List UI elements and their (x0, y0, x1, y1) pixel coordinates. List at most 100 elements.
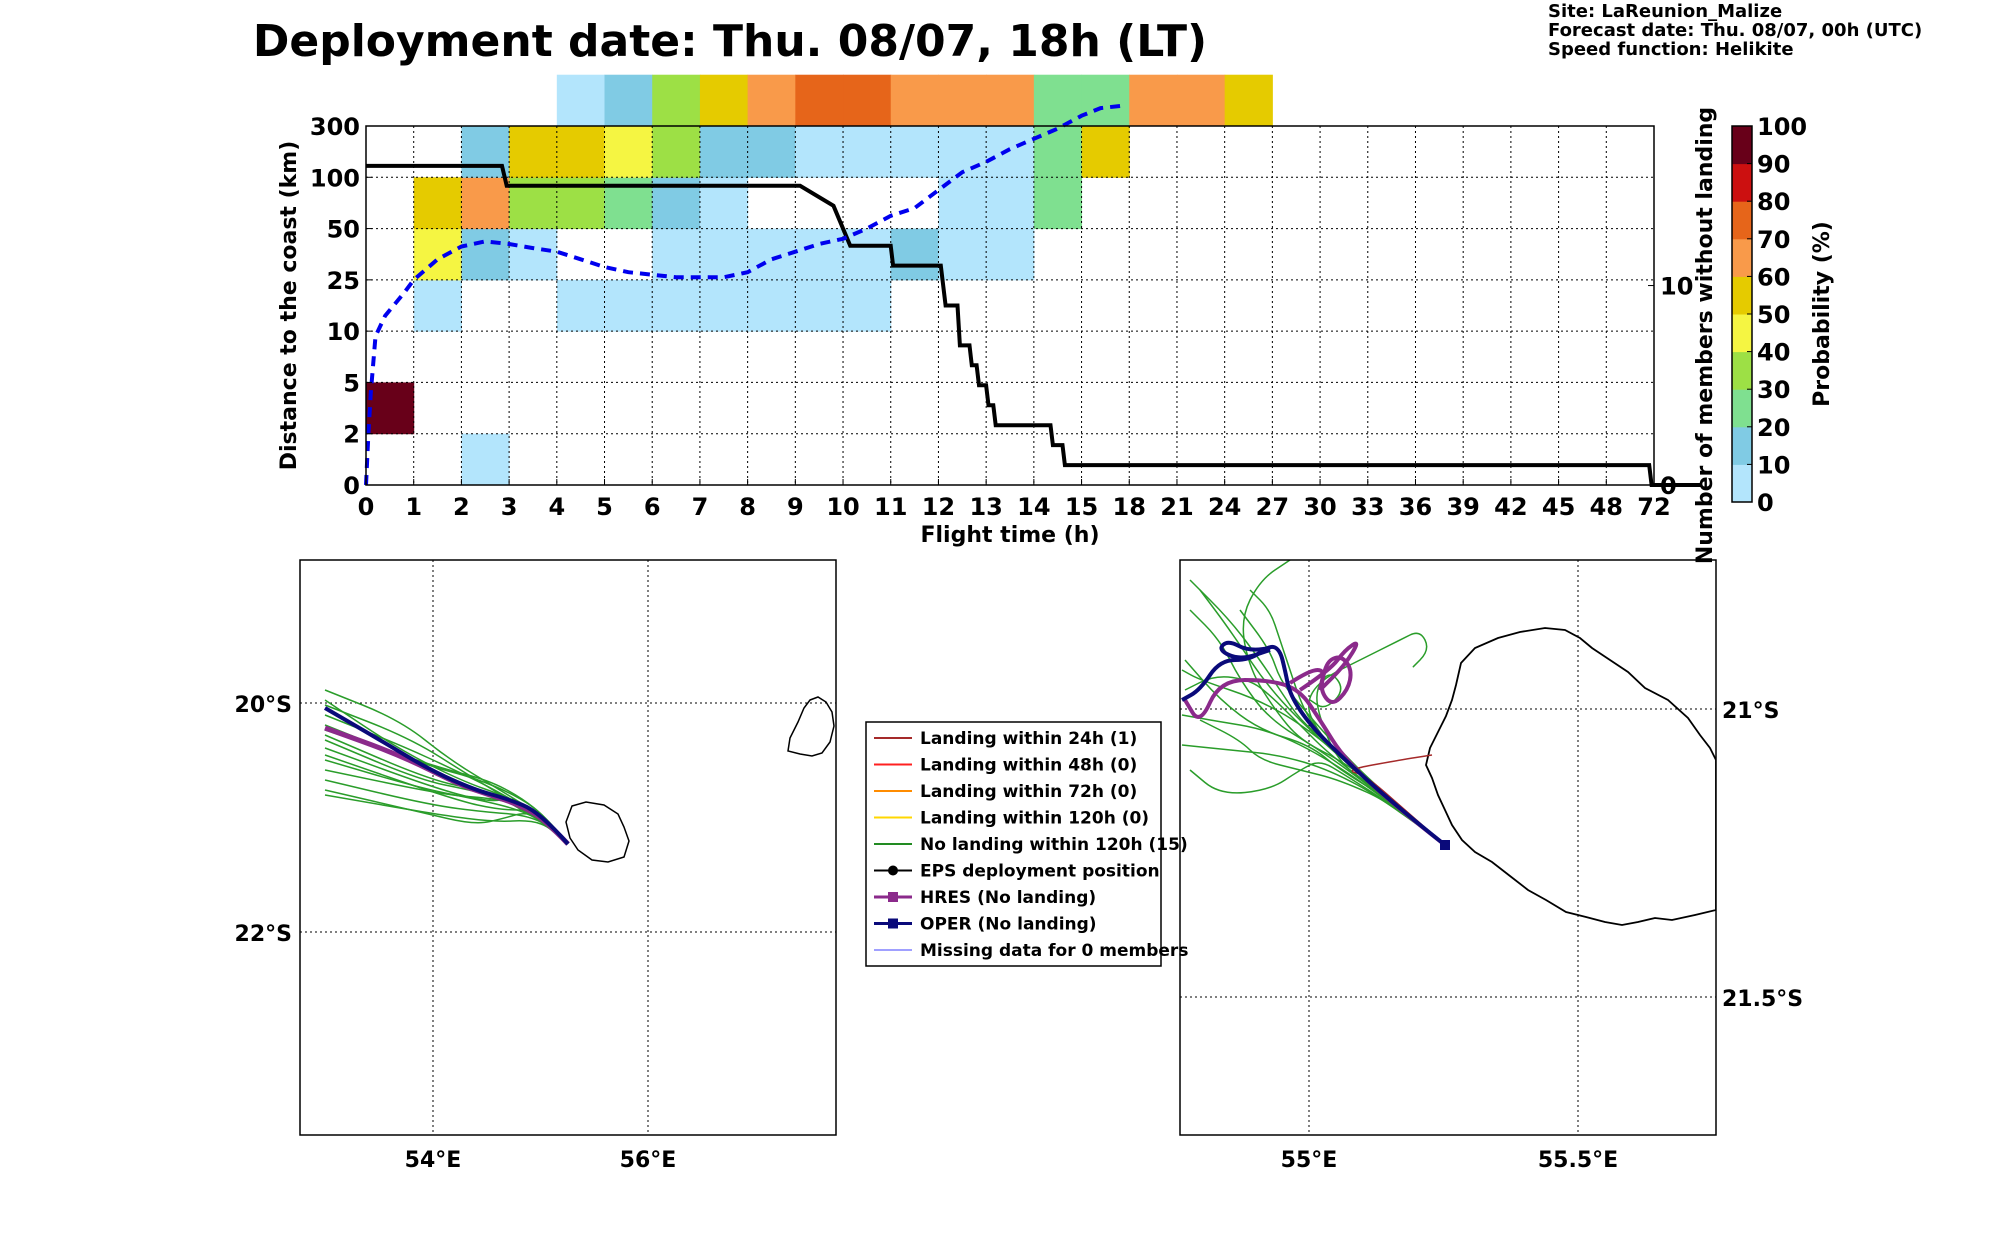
heatmap-cell (795, 279, 844, 332)
colorbar-bin (1732, 464, 1752, 503)
map-frame (1179, 559, 1717, 1136)
heatmap-cell (652, 279, 701, 332)
colorbar-tick-label: 70 (1757, 226, 1790, 254)
heatmap-cell (986, 228, 1035, 281)
heatmap-cell (652, 228, 701, 281)
x-tick-label: 3 (501, 493, 518, 521)
colorbar-bin (1732, 238, 1752, 277)
colorbar-tick-label: 90 (1757, 151, 1790, 179)
oper-trajectory (1181, 644, 1447, 847)
legend-label: Missing data for 0 members (920, 941, 1188, 961)
heatmap-cell (843, 126, 892, 178)
colorbar-bin (1732, 126, 1752, 165)
x-tick-label: 12 (922, 493, 955, 521)
landing-trajectory (1351, 754, 1446, 846)
heatmap-cell (843, 228, 892, 281)
y-right-tick-label: 10 (1660, 273, 1693, 301)
heatmap-cell (1033, 74, 1083, 127)
heatmap-cell (795, 74, 844, 127)
heatmap: 0 1 2 3 4 5 6 7 8 9 10 11 12 13 14 15 18 21 24 27 30 33 36 39 42… (277, 74, 1718, 564)
x-tick-label: 15 (1065, 493, 1098, 521)
x-tick-label: 1 (405, 493, 422, 521)
colorbar-tick-label: 80 (1757, 188, 1790, 216)
heatmap-cell (747, 74, 796, 127)
colorbar-tick-label: 50 (1757, 301, 1790, 329)
x-tick-label: 13 (969, 493, 1002, 521)
heatmap-cell (795, 126, 844, 178)
colorbar-bin (1732, 314, 1752, 353)
speed-function-label: Speed function: Helikite (1548, 39, 1794, 60)
x-tick-label: 24 (1208, 493, 1241, 521)
ensemble-trajectory (1181, 744, 1446, 846)
x-tick-label: 21 (1160, 493, 1193, 521)
legend-box (865, 721, 1162, 967)
ensemble-trajectory (324, 789, 569, 845)
legend-label: HRES (No landing) (920, 888, 1096, 908)
ensemble-trajectory (1184, 659, 1446, 846)
ensemble-trajectory (1199, 719, 1446, 846)
reunion-coastline (1425, 627, 1716, 926)
heatmap-cell (747, 126, 796, 178)
x-tick-label: 5 (596, 493, 613, 521)
heatmap-cell (556, 74, 606, 127)
colorbar-tick-label: 30 (1757, 376, 1790, 404)
heatmap-frame (365, 125, 1655, 486)
map-lon-label: 55°E (1281, 1148, 1338, 1173)
x-tick-label: 72 (1637, 493, 1670, 521)
map-lat-label: 21°S (1722, 699, 1779, 724)
colorbar-title: Probability (%) (1810, 221, 1835, 407)
legend-marker (888, 865, 898, 876)
ensemble-trajectory (1189, 579, 1446, 846)
heatmap-cell (604, 279, 653, 332)
ensemble-trajectory (1242, 560, 1446, 846)
legend-marker (888, 918, 898, 929)
map-lat-label: 21.5°S (1722, 987, 1803, 1012)
ensemble-trajectory (324, 734, 569, 845)
x-tick-label: 7 (692, 493, 709, 521)
heatmap-cell (604, 74, 653, 127)
x-tick-label: 33 (1351, 493, 1384, 521)
map-lat-label: 22°S (235, 922, 292, 947)
deployment-marker (1440, 840, 1450, 850)
legend-label: Landing within 72h (0) (920, 782, 1137, 802)
legend-label: OPER (No landing) (920, 915, 1097, 935)
map-lon-label: 56°E (620, 1148, 677, 1173)
heatmap-cell (938, 74, 987, 127)
ensemble-trajectory (324, 729, 569, 845)
x-tick-label: 4 (548, 493, 565, 521)
heatmap-cell (986, 74, 1035, 127)
heatmap-cell (1129, 74, 1178, 127)
ensemble-trajectory (324, 794, 569, 845)
heatmap-cell (890, 74, 939, 127)
heatmap-cell (843, 279, 892, 332)
legend-label: Landing within 120h (0) (920, 809, 1149, 829)
heatmap-cell (461, 228, 510, 281)
colorbar-bin (1732, 351, 1752, 390)
heatmap-cell (938, 126, 987, 178)
heatmap-cell (556, 279, 606, 332)
ensemble-trajectory (324, 704, 569, 845)
y-right-tick-label: 0 (1660, 472, 1677, 500)
oper-trajectory (323, 706, 570, 846)
x-tick-label: 10 (826, 493, 859, 521)
x-tick-label: 27 (1256, 493, 1289, 521)
x-tick-label: 42 (1494, 493, 1527, 521)
heatmap-cell (986, 126, 1035, 178)
heatmap-cell (413, 177, 462, 230)
mauritius-coastline (787, 696, 835, 757)
hres-trajectory-tail (1298, 641, 1359, 692)
map-left (300, 560, 836, 1135)
map-lon-label: 55.5°E (1538, 1148, 1618, 1173)
colorbar: 0 10 20 30 40 50 60 70 80 90 100 Probability (%) (1731, 113, 1835, 517)
y-tick-label: 2 (343, 421, 360, 449)
ensemble-trajectory (1199, 589, 1446, 846)
y-right-axis-title: Number of members without landing (1693, 107, 1718, 564)
map-lon-label: 54°E (405, 1148, 462, 1173)
colorbar-bin (1732, 163, 1752, 202)
heatmap-cell (890, 228, 939, 281)
colorbar-tick-label: 40 (1757, 339, 1790, 367)
y-tick-label: 100 (310, 164, 360, 192)
colorbar-bin (1732, 389, 1752, 428)
y-tick-label: 10 (327, 318, 360, 346)
map-right (1180, 560, 1716, 1135)
